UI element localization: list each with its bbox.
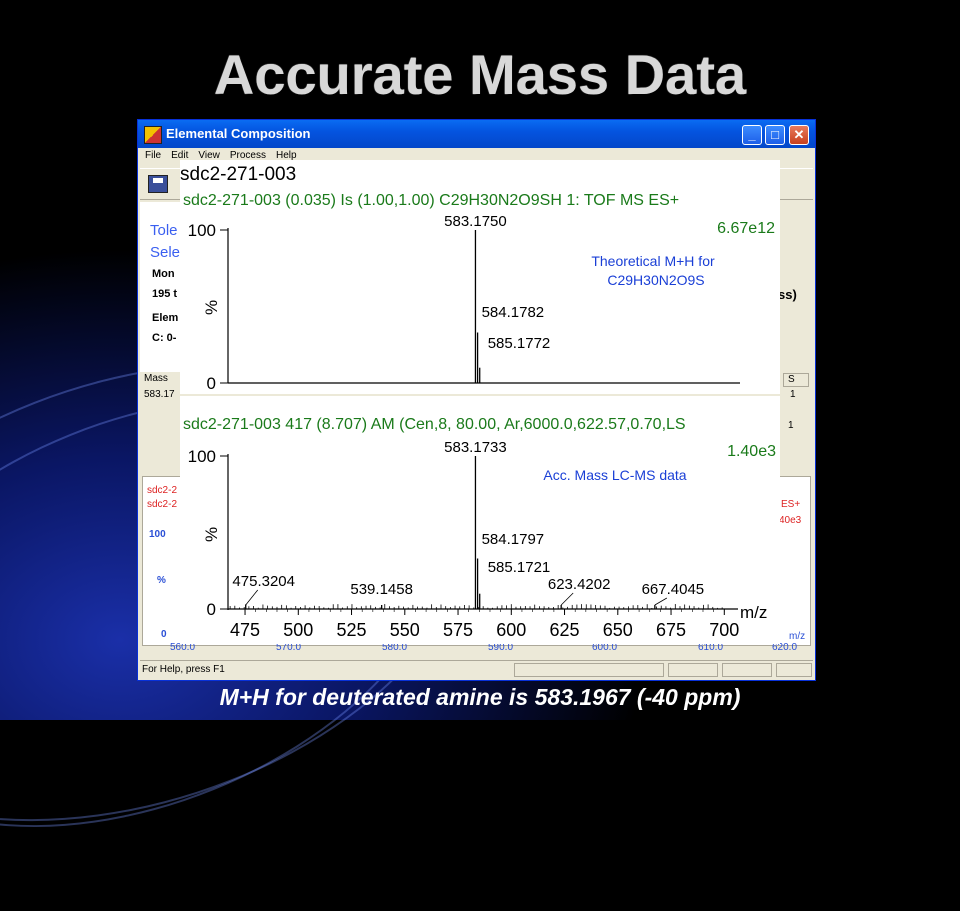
trace-y-percent: %	[157, 575, 166, 586]
info-tolerance: Tole	[150, 222, 178, 239]
peak-label: 623.4202	[548, 576, 611, 593]
trace-intensity-label: 40e3	[779, 515, 802, 526]
peak-leader-line	[245, 589, 259, 606]
spectrum-note-line1: Acc. Mass LC-MS data	[543, 467, 686, 483]
spectrum-note-line2: C29H30N2O9S	[607, 272, 704, 288]
spectrum-intensity: 6.67e12	[717, 220, 775, 237]
table-cell-mass[interactable]: 583.17	[144, 389, 175, 400]
info-elements: Elem	[152, 312, 179, 324]
x-tick-label: 475	[230, 620, 260, 640]
column-header-s[interactable]: S	[783, 373, 809, 387]
trace-label-2: sdc2-2	[147, 499, 178, 510]
status-pane	[776, 663, 812, 677]
x-tick-label: 650	[603, 620, 633, 640]
x-tick-label: 575	[443, 620, 473, 640]
slide-caption: M+H for deuterated amine is 583.1967 (-4…	[219, 684, 741, 710]
menu-process[interactable]: Process	[229, 150, 266, 161]
menu-view[interactable]: View	[198, 150, 220, 161]
menu-edit[interactable]: Edit	[171, 150, 189, 161]
window-titlebar[interactable]: Elemental Composition _ □ ✕	[138, 120, 815, 148]
theoretical-spectrum-chart: sdc2-271-003 sdc2-271-003 (0.035) Is (1.…	[180, 164, 775, 393]
maximize-button[interactable]: □	[765, 125, 785, 145]
y-tick-0: 0	[207, 600, 216, 619]
y-tick-0: 0	[207, 374, 216, 393]
trace-x-axis: 560.0 570.0 580.0 590.0 600.0 610.0 620.…	[142, 640, 811, 656]
y-tick-100: 100	[188, 447, 216, 466]
experimental-spectrum-panel: sdc2-271-003 417 (8.707) AM (Cen,8, 80.0…	[180, 396, 780, 644]
experimental-spectrum-chart: sdc2-271-003 417 (8.707) AM (Cen,8, 80.0…	[183, 416, 776, 640]
trace-y-100: 100	[149, 529, 166, 540]
trace-x-tick: 570.0	[276, 642, 302, 653]
info-mono: Mon	[152, 268, 175, 280]
spectrum-intensity: 1.40e3	[727, 443, 776, 460]
menu-bar: File Edit View Process Help	[140, 150, 302, 166]
x-tick-label: 625	[550, 620, 580, 640]
spectrum-header: sdc2-271-003 (0.035) Is (1.00,1.00) C29H…	[183, 192, 679, 209]
x-tick-label: 675	[656, 620, 686, 640]
peak-leader-line	[654, 597, 668, 606]
status-bar: For Help, press F1	[140, 660, 813, 679]
status-pane	[668, 663, 718, 677]
y-tick-100: 100	[188, 221, 216, 240]
table-cell-s-2[interactable]: 1	[788, 420, 794, 431]
info-carbon: C: 0-	[152, 332, 177, 344]
trace-mode-label: ES+	[781, 499, 801, 510]
trace-x-tick: 600.0	[592, 642, 618, 653]
peak-label: 475.3204	[232, 573, 295, 590]
peak-label: 583.1733	[444, 439, 507, 456]
x-tick-label: 600	[496, 620, 526, 640]
theoretical-spectrum-panel: sdc2-271-003 sdc2-271-003 (0.035) Is (1.…	[180, 160, 780, 394]
peak-label: 667.4045	[642, 581, 705, 598]
peak-leader-line	[560, 592, 574, 606]
x-tick-label: 500	[283, 620, 313, 640]
trace-x-tick: 610.0	[698, 642, 724, 653]
y-axis-label: %	[202, 527, 221, 542]
y-axis-label: %	[202, 300, 221, 315]
table-cell-s[interactable]: 1	[790, 389, 796, 400]
trace-label-1: sdc2-2	[147, 485, 178, 496]
status-pane	[514, 663, 664, 677]
peak-label: 585.1772	[488, 335, 551, 352]
x-axis-label: m/z	[740, 603, 767, 622]
spectrum-name: sdc2-271-003	[180, 164, 296, 185]
trace-x-tick: 560.0	[170, 642, 196, 653]
window-title: Elemental Composition	[166, 126, 311, 141]
status-pane	[722, 663, 772, 677]
menu-file[interactable]: File	[145, 150, 162, 161]
trace-x-tick: 620.0	[772, 642, 798, 653]
spectrum-note-line1: Theoretical M+H for	[591, 253, 715, 269]
peak-label: 585.1721	[488, 559, 551, 576]
status-text: For Help, press F1	[142, 664, 225, 675]
trace-x-tick: 590.0	[488, 642, 514, 653]
peak-label: 584.1797	[482, 531, 545, 548]
elemental-composition-app-icon	[144, 126, 162, 144]
mass-setting-text: ss)	[778, 287, 797, 302]
peak-label: 584.1782	[482, 304, 545, 321]
x-tick-label: 525	[337, 620, 367, 640]
floppy-disk-icon[interactable]	[148, 175, 168, 193]
peak-label: 539.1458	[350, 581, 413, 598]
info-selected: Sele	[150, 244, 181, 261]
trace-y-0: 0	[161, 629, 167, 640]
column-header-mass[interactable]: Mass	[144, 373, 180, 387]
info-panel: Tole Sele Mon 195 t Elem C: 0-	[140, 202, 180, 372]
minimize-button[interactable]: _	[742, 125, 762, 145]
close-button[interactable]: ✕	[789, 125, 809, 145]
info-count: 195 t	[152, 288, 178, 300]
slide-title: Accurate Mass Data	[213, 43, 747, 106]
peak-label: 583.1750	[444, 213, 507, 230]
trace-x-tick: 580.0	[382, 642, 408, 653]
spectrum-header: sdc2-271-003 417 (8.707) AM (Cen,8, 80.0…	[183, 416, 686, 433]
x-tick-label: 700	[709, 620, 739, 640]
menu-help[interactable]: Help	[275, 150, 297, 161]
trace-x-label: m/z	[789, 631, 806, 642]
x-tick-label: 550	[390, 620, 420, 640]
